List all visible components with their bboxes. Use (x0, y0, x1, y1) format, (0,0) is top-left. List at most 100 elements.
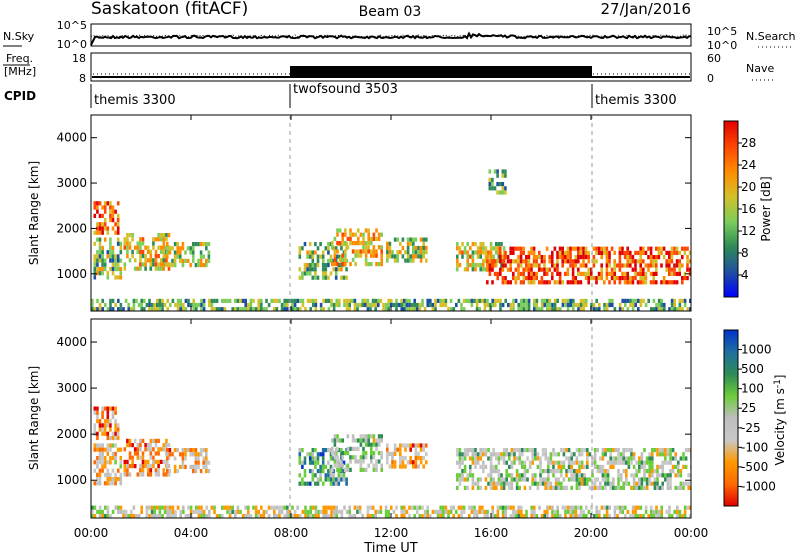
power-cell (527, 259, 531, 264)
power-cell (386, 241, 389, 246)
velocity-cell (461, 452, 464, 457)
power-cell (642, 246, 645, 251)
power-cell (351, 257, 355, 262)
power-cell (538, 255, 541, 260)
power-cell (218, 307, 221, 311)
velocity-cell (342, 460, 346, 465)
power-cell (372, 236, 376, 241)
velocity-cell (643, 460, 646, 465)
velocity-cell (638, 456, 641, 461)
velocity-cell (149, 464, 153, 469)
power-cell (103, 218, 107, 223)
power-cell (683, 276, 687, 281)
power-cell (157, 262, 160, 267)
velocity-cell (101, 431, 104, 436)
velocity-cell (194, 464, 198, 469)
velocity-cell (152, 455, 155, 460)
power-cell (540, 307, 544, 311)
velocity-cell (512, 509, 515, 514)
power-cell (327, 275, 330, 280)
velocity-cell (111, 410, 115, 415)
velocity-cell (139, 468, 142, 473)
power-cell (106, 230, 110, 235)
velocity-cell (515, 448, 519, 453)
velocity-cell (414, 451, 418, 456)
power-cell (670, 271, 674, 276)
velocity-cell (534, 452, 537, 457)
power-cell (491, 302, 494, 308)
power-cell (114, 258, 117, 263)
power-cell (141, 241, 145, 246)
power-cell (608, 263, 611, 268)
velocity-cell (609, 464, 612, 469)
power-cell (512, 246, 515, 251)
power-cell (301, 298, 305, 303)
power-cell (514, 276, 518, 281)
power-cell (173, 254, 177, 259)
power-cell (444, 298, 448, 303)
power-cell (306, 271, 309, 276)
velocity-cell (456, 477, 459, 482)
power-cell (306, 250, 309, 255)
power-cell (406, 254, 410, 259)
power-cell (488, 169, 492, 174)
velocity-cell (634, 509, 637, 514)
velocity-cell (412, 443, 415, 448)
velocity-cell (146, 464, 150, 469)
power-cell (688, 259, 691, 264)
velocity-cell (630, 456, 633, 461)
power-cell (152, 237, 155, 242)
power-cell (296, 307, 299, 311)
velocity-cell (664, 477, 667, 482)
power-cell (681, 246, 684, 251)
power-cell (582, 246, 585, 251)
power-cell (202, 254, 205, 259)
power-cell (681, 255, 684, 260)
power-cell (509, 259, 512, 264)
power-cell (286, 307, 289, 311)
velocity-cell (197, 464, 200, 469)
velocity-cell (262, 514, 266, 518)
power-cell (101, 226, 104, 231)
power-cell (135, 298, 138, 303)
power-cell (179, 254, 182, 259)
power-cell (141, 262, 145, 267)
power-cell (551, 271, 554, 276)
velocity-cell (257, 514, 260, 518)
power-cell (479, 263, 482, 268)
velocity-cell (510, 481, 514, 486)
velocity-cell (458, 452, 462, 457)
power-cell (631, 298, 635, 303)
velocity-cell (322, 514, 325, 518)
power-cell (101, 245, 104, 251)
velocity-cell (413, 505, 416, 510)
velocity-cell (179, 452, 182, 457)
velocity-cell (166, 448, 169, 453)
power-cell (205, 263, 208, 268)
velocity-cell (474, 464, 477, 469)
velocity-cell (619, 452, 623, 457)
power-cell (623, 255, 627, 260)
velocity-cell (580, 452, 584, 457)
power-cell (551, 250, 554, 255)
velocity-cell (324, 473, 328, 478)
velocity-cell (425, 443, 428, 448)
velocity-cell (364, 438, 368, 443)
power-cell (553, 307, 557, 311)
power-cell (543, 259, 546, 264)
velocity-ylabel: Slant Range [km] (27, 366, 41, 470)
velocity-cell (252, 505, 255, 510)
power-cell (466, 267, 469, 272)
power-cell (482, 267, 485, 272)
power-cell (414, 237, 418, 242)
power-cell (336, 262, 339, 267)
velocity-cell (342, 473, 346, 478)
velocity-cell (273, 514, 276, 518)
power-cell (96, 230, 99, 235)
noise-left-tick-bottom: 10^0 (57, 38, 87, 51)
power-cell (611, 298, 614, 303)
power-cell (569, 255, 572, 260)
velocity-cell (367, 442, 370, 447)
velocity-cell (202, 460, 205, 465)
velocity-cell (357, 446, 360, 451)
